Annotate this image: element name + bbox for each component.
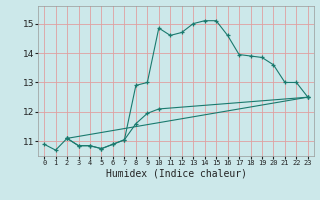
X-axis label: Humidex (Indice chaleur): Humidex (Indice chaleur) [106,169,246,179]
